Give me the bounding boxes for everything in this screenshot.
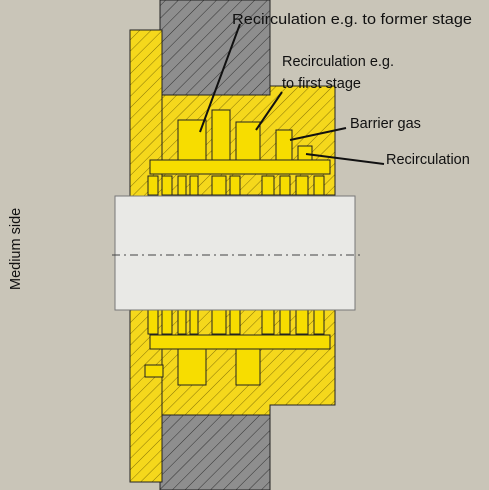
- label-recirculation: Recirculation: [386, 152, 470, 168]
- label-first-stage: Recirculation e.g.: [282, 54, 394, 70]
- label-barrier-gas: Barrier gas: [350, 116, 421, 132]
- label-former-stage: Recirculation e.g. to former stage: [232, 12, 472, 28]
- housing-bottom: [160, 415, 270, 490]
- label-first-stage: to first stage: [282, 76, 361, 92]
- shaft: [115, 196, 355, 310]
- side-label: Medium side: [8, 208, 24, 290]
- diagram: Recirculation e.g. to former stage Recir…: [0, 0, 489, 490]
